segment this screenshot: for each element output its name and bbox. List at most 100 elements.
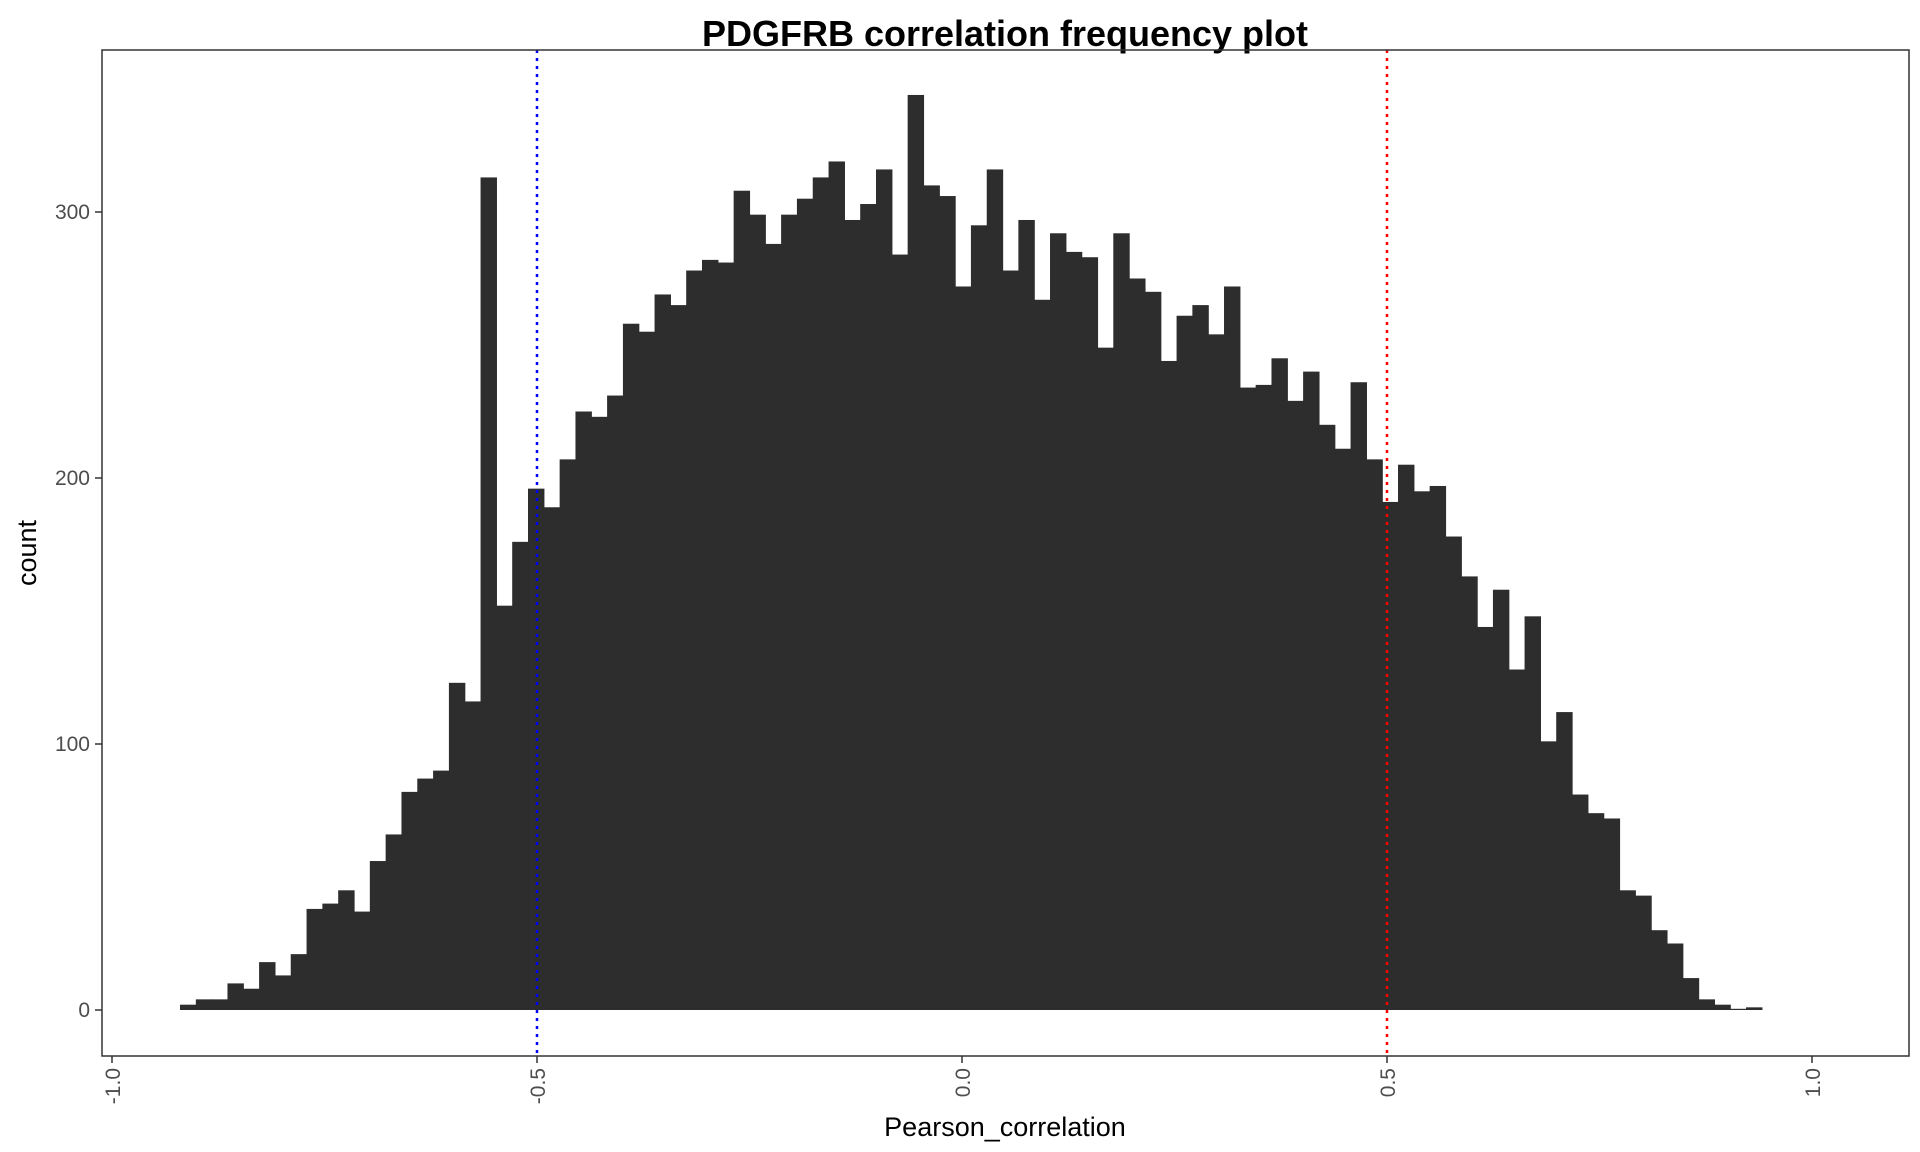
- histogram-bar: [844, 219, 861, 1011]
- histogram-bar: [433, 770, 450, 1010]
- x-tick-label: 0.5: [1377, 1068, 1400, 1097]
- histogram-bar: [1192, 305, 1209, 1011]
- chart-title: PDGFRB correlation frequency plot: [702, 13, 1308, 54]
- histogram-bar: [638, 331, 656, 1010]
- histogram-bar: [1239, 387, 1257, 1010]
- x-tick-label: -0.5: [527, 1068, 550, 1104]
- histogram-bar: [448, 682, 466, 1010]
- histogram-bar: [1224, 286, 1241, 1011]
- histogram-bar: [1113, 233, 1130, 1010]
- histogram-bar: [670, 305, 687, 1011]
- histogram-bar: [1429, 485, 1447, 1011]
- histogram-bar: [1160, 360, 1178, 1011]
- histogram-bar: [354, 911, 371, 1010]
- histogram-bar: [1018, 219, 1035, 1011]
- histogram-bar: [765, 243, 782, 1011]
- histogram-bar: [559, 459, 577, 1010]
- y-axis: 0 100 200 300: [55, 201, 102, 1022]
- y-tick-label: 300: [55, 201, 90, 224]
- x-tick-label: 0.0: [952, 1068, 975, 1097]
- y-tick-label: 100: [55, 733, 90, 756]
- histogram-bar: [1334, 448, 1352, 1010]
- histogram-bar: [369, 861, 387, 1010]
- histogram-bar: [1682, 978, 1700, 1010]
- histogram-bar: [1129, 278, 1146, 1010]
- histogram-bar: [1524, 616, 1541, 1010]
- histogram-bar: [1619, 890, 1636, 1010]
- histogram-bar: [891, 254, 909, 1010]
- histogram-bar: [939, 196, 956, 1011]
- plot-panel-border: [101, 49, 1910, 1057]
- x-axis-label: Pearson_correlation: [884, 1112, 1126, 1142]
- histogram-bar: [1382, 501, 1399, 1010]
- histogram-bar: [876, 169, 893, 1010]
- histogram-bar: [749, 214, 766, 1010]
- y-axis-label: count: [12, 519, 42, 586]
- histogram-bar: [1318, 424, 1336, 1010]
- histogram-bar: [180, 1004, 197, 1010]
- histogram-bar: [322, 903, 339, 1010]
- histogram-bar: [1065, 251, 1083, 1010]
- histogram-bar: [528, 488, 545, 1010]
- histogram-bar: [1730, 1008, 1747, 1010]
- histogram-bar: [1603, 818, 1621, 1010]
- histogram-bar: [796, 198, 814, 1010]
- histogram-bar: [828, 161, 845, 1010]
- histogram-bars: [180, 94, 1763, 1011]
- histogram-bar: [195, 999, 213, 1010]
- histogram-bar: [812, 177, 830, 1011]
- histogram-bar: [686, 270, 703, 1010]
- histogram-bar: [1350, 382, 1367, 1010]
- histogram-bar: [290, 954, 308, 1010]
- histogram-bar: [1587, 813, 1605, 1010]
- histogram-bar: [211, 999, 229, 1010]
- x-tick-label: 1.0: [1802, 1068, 1825, 1097]
- histogram-bar: [1746, 1007, 1763, 1010]
- histogram-bar: [480, 177, 497, 1011]
- histogram-bar: [907, 94, 925, 1010]
- histogram-bar: [575, 411, 592, 1010]
- histogram-bar: [955, 286, 972, 1011]
- histogram-bar: [970, 225, 988, 1011]
- histogram-bar: [543, 507, 561, 1010]
- histogram-bar: [464, 701, 482, 1010]
- histogram-bar: [1714, 1004, 1731, 1010]
- histogram-bar: [717, 262, 735, 1010]
- histogram-bar: [923, 185, 940, 1010]
- histogram-bar: [227, 983, 244, 1010]
- histogram-bar: [1287, 400, 1304, 1010]
- histogram-bar: [1556, 712, 1573, 1010]
- y-tick-label: 200: [55, 467, 90, 490]
- histogram-bar: [1002, 270, 1019, 1010]
- histogram-bar: [702, 259, 719, 1010]
- histogram-bar: [1445, 536, 1462, 1010]
- histogram-bar: [1081, 257, 1099, 1011]
- histogram-bar: [1508, 669, 1526, 1010]
- histogram-bar: [1698, 999, 1715, 1010]
- histogram-bar: [622, 323, 640, 1011]
- histogram-bar: [1477, 626, 1494, 1010]
- histogram-bar: [1144, 291, 1162, 1010]
- histogram-bar: [1366, 459, 1383, 1010]
- histogram-bar: [1176, 315, 1193, 1010]
- x-axis: -1.0 -0.5 0.0 0.5 1.0: [102, 1056, 1825, 1104]
- histogram-bar: [1572, 794, 1589, 1010]
- histogram-bar: [1461, 576, 1478, 1010]
- histogram-bar: [243, 988, 260, 1010]
- histogram-bar: [654, 294, 671, 1011]
- y-tick-label: 0: [78, 999, 90, 1022]
- histogram-bar: [1398, 464, 1415, 1010]
- histogram-bar: [1034, 299, 1051, 1010]
- histogram-bar: [1492, 589, 1510, 1010]
- x-tick-label: -1.0: [102, 1068, 125, 1104]
- histogram-bar: [306, 908, 323, 1010]
- histogram-bar: [1413, 491, 1431, 1010]
- histogram-bar: [259, 962, 276, 1010]
- histogram-bar: [417, 778, 434, 1010]
- histogram-bar: [1271, 358, 1288, 1010]
- histogram-bar: [1540, 741, 1557, 1010]
- histogram-bar: [512, 541, 529, 1010]
- histogram-bar: [1666, 943, 1684, 1010]
- histogram-bar: [607, 395, 624, 1010]
